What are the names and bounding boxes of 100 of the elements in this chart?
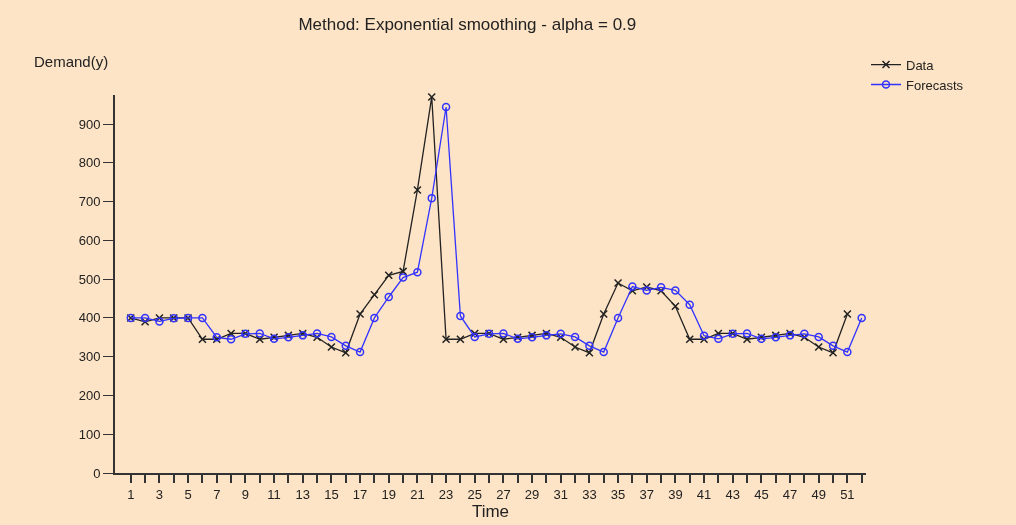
point	[814, 332, 823, 342]
point	[370, 290, 379, 299]
point	[441, 335, 451, 344]
legend-label: Forecasts	[906, 77, 964, 93]
point	[843, 309, 852, 319]
x-tick-label: 1	[127, 486, 135, 502]
x-tick-label: 23	[438, 486, 454, 502]
x-axis-title: Time	[471, 501, 510, 521]
point	[312, 329, 322, 338]
point	[341, 348, 350, 358]
x-tick-label: 19	[381, 486, 396, 502]
x-tick-label: 37	[639, 486, 654, 502]
point	[656, 286, 666, 296]
point	[714, 329, 723, 338]
x-tick-label: 49	[811, 486, 826, 502]
y-tick-label: 600	[78, 232, 101, 248]
y-tick-label: 300	[78, 349, 101, 365]
point	[140, 313, 150, 323]
point	[800, 329, 809, 339]
point	[499, 335, 508, 344]
x-tick-label: 35	[610, 486, 626, 502]
point	[699, 335, 709, 344]
x-tick-label: 41	[696, 486, 712, 502]
point	[570, 332, 580, 342]
x-tick-label: 13	[295, 486, 310, 502]
x-tick-label: 5	[184, 486, 192, 502]
point	[456, 335, 465, 344]
point	[642, 282, 651, 292]
point	[742, 335, 752, 344]
point	[556, 333, 565, 342]
point	[470, 332, 479, 342]
point	[642, 286, 651, 295]
point	[628, 282, 637, 291]
point	[140, 317, 150, 327]
point	[398, 267, 408, 276]
point	[671, 286, 680, 295]
y-tick-label: 500	[78, 271, 101, 287]
point	[857, 313, 866, 323]
point	[828, 341, 838, 351]
point	[413, 185, 422, 195]
point	[585, 341, 594, 351]
point	[441, 102, 451, 112]
point	[370, 313, 379, 323]
x-tick-label: 17	[352, 486, 368, 502]
x-tick-label: 21	[410, 486, 425, 502]
point	[699, 331, 709, 341]
point	[613, 313, 623, 323]
point	[155, 317, 164, 326]
point	[427, 193, 436, 203]
point	[312, 333, 322, 342]
x-tick-label: 29	[524, 486, 540, 502]
y-tick-label: 700	[78, 194, 101, 210]
point	[585, 348, 594, 358]
x-tick-label: 33	[582, 486, 597, 502]
x-tick-label: 31	[553, 486, 568, 502]
x-tick-label: 7	[213, 486, 221, 502]
point	[155, 313, 164, 323]
point	[685, 300, 694, 309]
x-tick-label: 39	[668, 486, 683, 502]
point	[814, 342, 823, 352]
x-tick-label: 45	[754, 486, 769, 502]
point	[714, 334, 723, 344]
point	[226, 329, 236, 338]
chart-title: Method: Exponential smoothing - alpha = 0.9	[298, 15, 637, 35]
x-tick-label: 15	[324, 486, 339, 502]
point	[226, 335, 236, 344]
point	[843, 347, 852, 357]
x-tick-label: 27	[496, 486, 511, 502]
legend-label: Data	[906, 57, 935, 73]
x-tick-label: 47	[782, 486, 798, 502]
x-tick-label: 25	[467, 486, 482, 502]
point	[327, 342, 336, 352]
point	[198, 335, 207, 344]
point	[384, 271, 393, 280]
point	[599, 309, 608, 319]
point	[255, 335, 264, 344]
point	[255, 329, 264, 338]
y-axis-title: Demand(y)	[34, 53, 109, 70]
y-tick-label: 100	[78, 426, 101, 442]
point	[384, 292, 393, 302]
y-tick-label: 0	[93, 465, 101, 481]
point	[800, 333, 809, 342]
x-tick-label: 51	[840, 486, 855, 502]
point	[198, 313, 207, 323]
x-tick-label: 43	[725, 486, 740, 502]
point	[671, 302, 680, 311]
point	[599, 347, 608, 357]
point	[327, 332, 336, 342]
point	[685, 335, 694, 344]
point	[427, 92, 436, 102]
point	[470, 329, 479, 338]
point	[742, 329, 752, 338]
y-tick-label: 800	[78, 155, 101, 171]
x-tick-label: 9	[241, 486, 250, 502]
point	[656, 283, 666, 292]
point	[355, 309, 365, 319]
x-tick-label: 11	[267, 486, 281, 502]
y-tick-label: 400	[78, 310, 101, 326]
y-tick-label: 900	[78, 116, 101, 132]
y-tick-label: 200	[78, 388, 101, 404]
